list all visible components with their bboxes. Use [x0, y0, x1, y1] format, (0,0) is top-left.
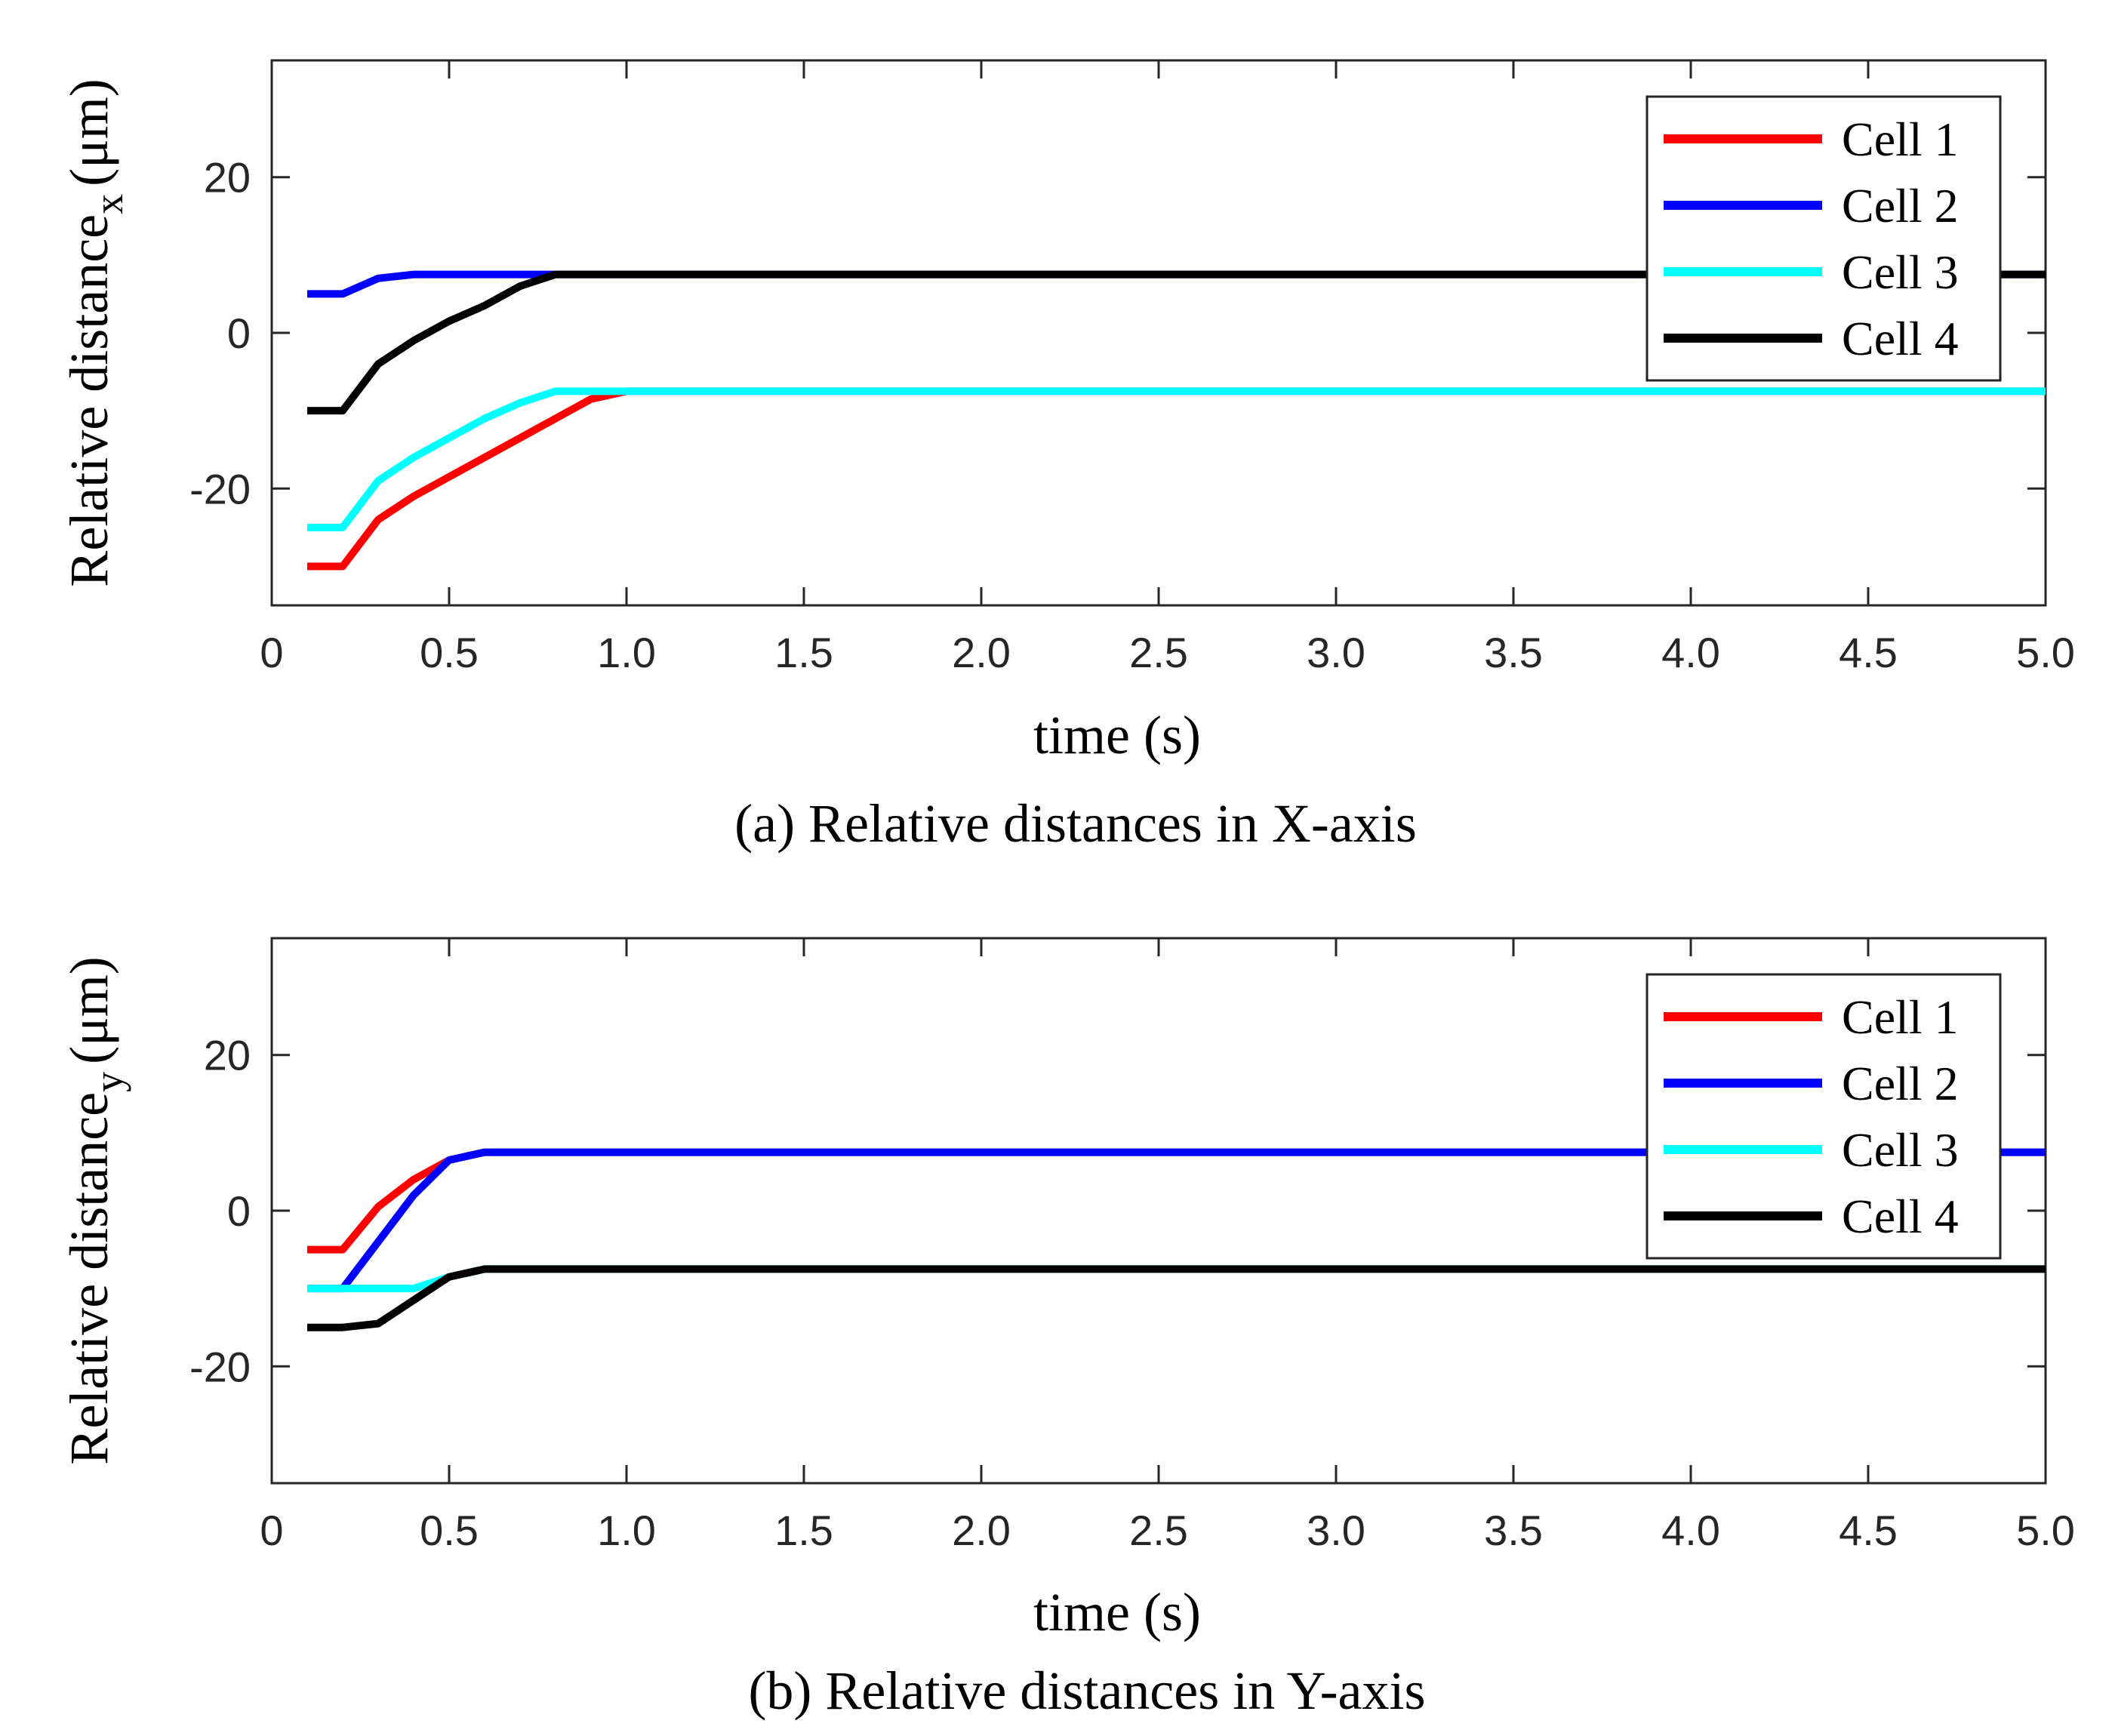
series-line-cell-1 — [307, 387, 2046, 571]
series-line-cell-4 — [307, 270, 2046, 415]
x-tick-label: 0.5 — [420, 629, 479, 676]
x-tick-label: 1.5 — [774, 629, 833, 676]
legend-label-cell-2: Cell 2 — [1842, 1057, 1959, 1110]
legend-label-cell-3: Cell 3 — [1842, 1123, 1959, 1177]
legend-box — [1646, 95, 2002, 382]
caption-b: (b) Relative distances in Y-axis — [748, 1661, 1425, 1721]
y-tick-label: 20 — [204, 1032, 251, 1079]
x-axis-label-a: time (s) — [1033, 705, 1201, 765]
y-axis-label-a: Relative distancex(μm) — [59, 78, 131, 586]
yticks-a: -20 0 20 — [189, 154, 2046, 512]
xticks-a: 0 0.5 1.0 1.5 2.0 2.5 3.0 3.5 4.0 4.5 5.0 — [260, 60, 2075, 676]
y-tick-label: 20 — [204, 154, 251, 202]
legend-label-cell-4: Cell 4 — [1842, 1190, 1959, 1243]
x-tick-label: 3.0 — [1307, 629, 1365, 676]
legend-a: Cell 1 Cell 2 Cell 3 Cell 4 — [1646, 95, 2002, 382]
series-lines-b — [307, 1148, 2046, 1331]
legend-label-cell-4: Cell 4 — [1842, 312, 1959, 365]
legend-label-cell-1: Cell 1 — [1842, 990, 1959, 1044]
y-axis-label-b: Relative distancey(μm) — [59, 956, 131, 1464]
x-axis-label-b: time (s) — [1033, 1582, 1201, 1642]
x-tick-label: 0 — [260, 629, 283, 676]
x-tick-label: 5.0 — [2016, 1507, 2075, 1554]
series-line-cell-4 — [307, 1265, 2046, 1331]
caption-a: (a) Relative distances in X-axis — [734, 793, 1417, 854]
legend-box — [1646, 973, 2002, 1260]
legend-label-cell-2: Cell 2 — [1842, 179, 1959, 232]
x-tick-label: 3.5 — [1484, 1507, 1543, 1554]
panel-b: 0 0.5 1.0 1.5 2.0 2.5 3.0 3.5 4.0 4.5 5.0 -20 0 20 C… — [59, 937, 2075, 1721]
yticks-b: -20 0 20 — [189, 1032, 2046, 1390]
x-tick-label: 2.5 — [1129, 629, 1188, 676]
x-tick-label: 1.0 — [597, 629, 656, 676]
series-lines-a — [307, 270, 2046, 571]
y-tick-label: 0 — [227, 1187, 251, 1235]
x-tick-label: 3.0 — [1307, 1507, 1365, 1554]
x-tick-label: 5.0 — [2016, 629, 2075, 676]
series-line-cell-3 — [307, 387, 2046, 531]
x-tick-label: 1.5 — [774, 1507, 833, 1554]
legend-label-cell-1: Cell 1 — [1842, 112, 1959, 166]
y-tick-label: -20 — [189, 465, 251, 512]
x-tick-label: 2.0 — [952, 1507, 1011, 1554]
xticks-b: 0 0.5 1.0 1.5 2.0 2.5 3.0 3.5 4.0 4.5 5.0 — [260, 938, 2075, 1554]
y-tick-label: -20 — [189, 1343, 251, 1390]
x-tick-label: 0 — [260, 1507, 283, 1554]
legend-label-cell-3: Cell 3 — [1842, 245, 1959, 299]
y-tick-label: 0 — [227, 309, 251, 357]
x-tick-label: 4.5 — [1839, 1507, 1898, 1554]
x-tick-label: 2.0 — [952, 629, 1011, 676]
x-tick-label: 3.5 — [1484, 629, 1543, 676]
panel-a: 0 0.5 1.0 1.5 2.0 2.5 3.0 3.5 4.0 4.5 5.0 -20 0 20 C… — [59, 59, 2075, 854]
x-tick-label: 1.0 — [597, 1507, 656, 1554]
x-tick-label: 0.5 — [420, 1507, 479, 1554]
x-tick-label: 4.0 — [1661, 629, 1720, 676]
x-tick-label: 4.5 — [1839, 629, 1898, 676]
x-tick-label: 4.0 — [1661, 1507, 1720, 1554]
x-tick-label: 2.5 — [1129, 1507, 1188, 1554]
legend-b: Cell 1 Cell 2 Cell 3 Cell 4 — [1646, 973, 2002, 1260]
